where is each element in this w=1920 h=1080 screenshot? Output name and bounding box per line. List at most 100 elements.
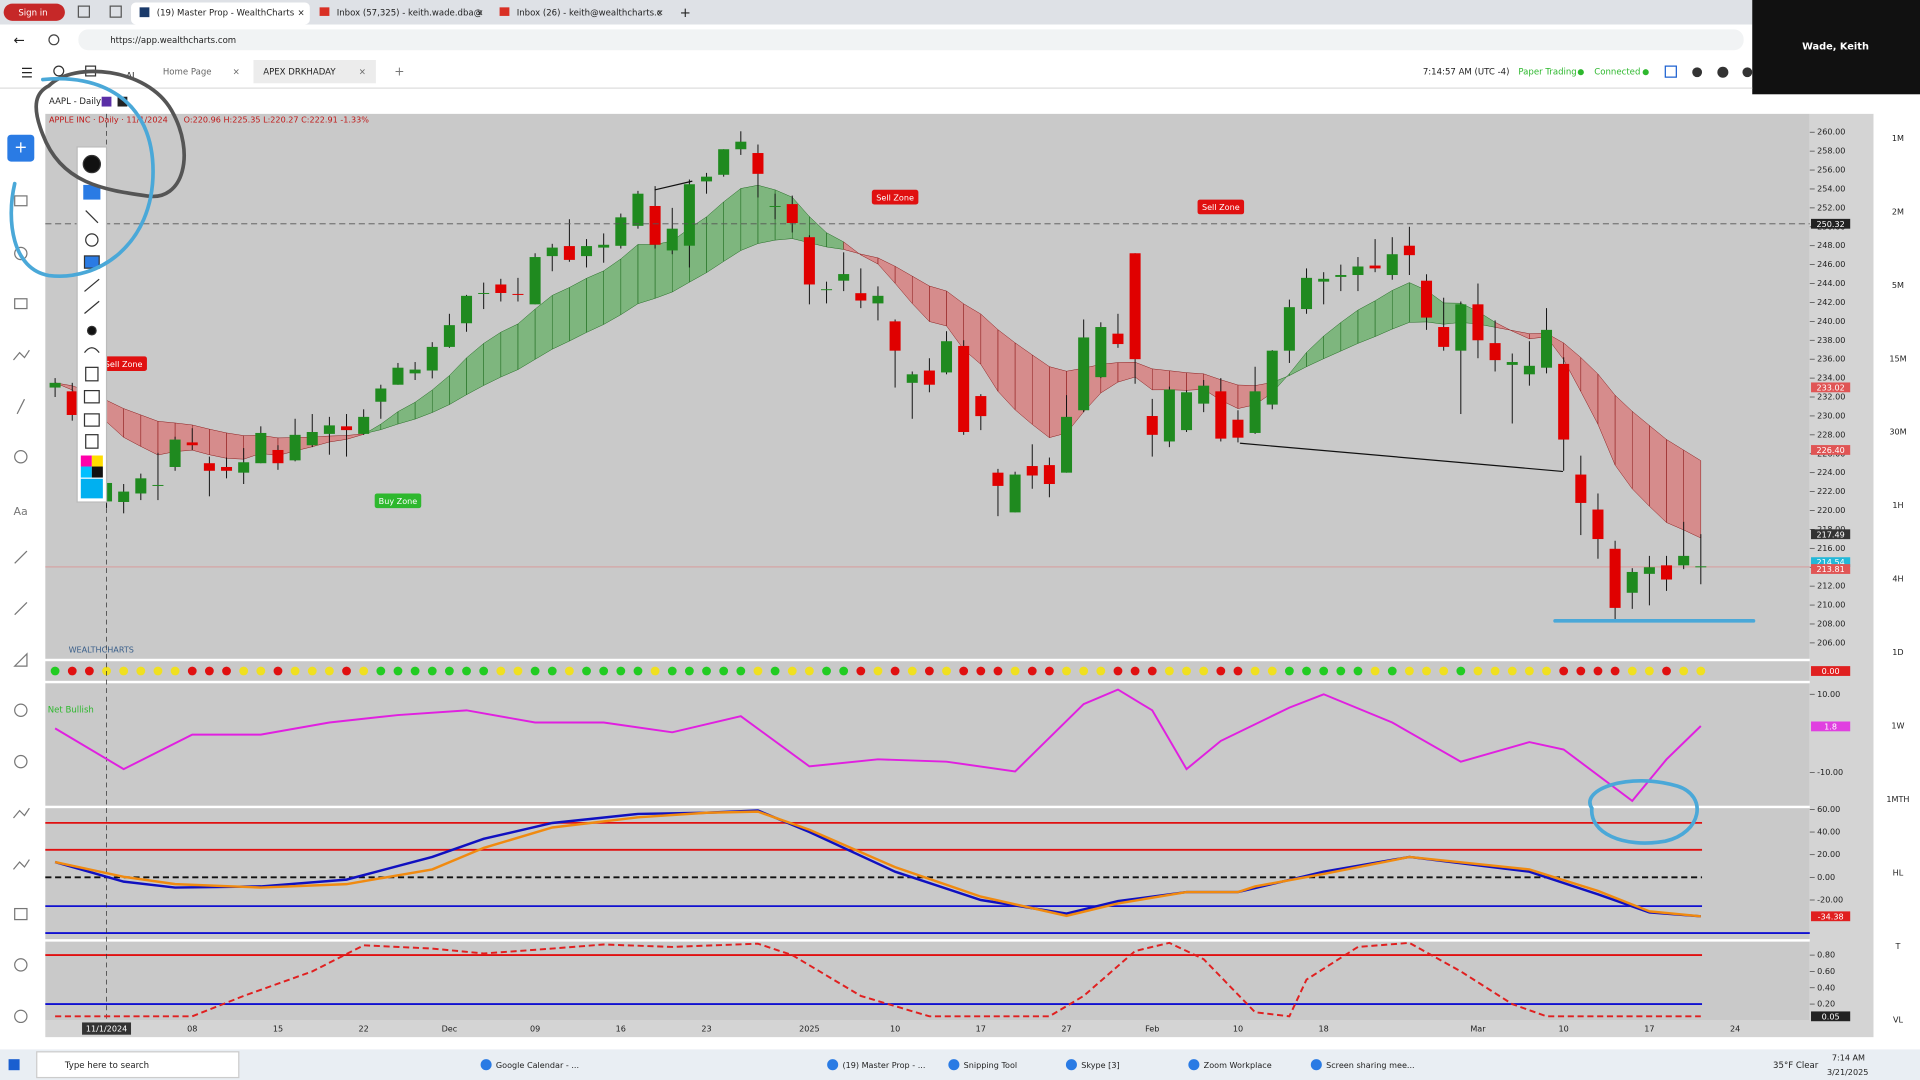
indicator-line <box>54 688 1702 803</box>
timeframe[interactable]: 15M <box>1889 353 1906 363</box>
start-button[interactable] <box>8 1059 20 1071</box>
candle-body <box>169 439 181 467</box>
timeframe[interactable]: HL <box>1893 868 1904 878</box>
candle-body <box>478 292 490 294</box>
app-tab[interactable]: Home Page <box>163 68 212 78</box>
signal-dot <box>1284 666 1294 676</box>
trend-cloud <box>1169 370 1187 391</box>
tab-close[interactable]: × <box>359 68 366 78</box>
tab-favicon <box>319 7 330 16</box>
badge <box>117 96 128 107</box>
candle-body <box>1421 280 1433 318</box>
tab-close[interactable]: × <box>298 8 305 18</box>
signal-dot <box>547 666 557 676</box>
color-swatch[interactable] <box>80 455 92 467</box>
y-tick-label: 218.00 <box>1817 524 1845 534</box>
candle-body <box>358 416 370 434</box>
trend-cloud <box>757 184 776 244</box>
taskbar <box>0 1049 1920 1080</box>
zone-label: Buy Zone <box>379 496 418 506</box>
tab-close[interactable]: × <box>233 68 240 78</box>
clock-date: 3/21/2025 <box>1827 1067 1868 1077</box>
x-tick-label: Mar <box>1470 1024 1486 1034</box>
tab-icon[interactable] <box>109 5 122 18</box>
sidebar-icons[interactable] <box>12 195 30 1024</box>
app-icon[interactable] <box>480 1059 492 1071</box>
timeframe[interactable]: 1M <box>1892 133 1904 143</box>
candle-body <box>529 257 541 305</box>
color-swatch[interactable] <box>80 466 92 478</box>
drawing-tools[interactable] <box>82 154 102 449</box>
color-swatch[interactable] <box>80 478 103 499</box>
candle-body <box>1541 329 1553 368</box>
signal-dot <box>1576 666 1586 676</box>
chart-data: 260.00258.00256.00254.00252.00250.00248.… <box>45 113 1851 1035</box>
candle-body <box>1163 389 1175 442</box>
color-swatch[interactable] <box>91 455 103 467</box>
add-tab[interactable]: + <box>394 65 404 79</box>
timeframe[interactable]: 1MTH <box>1886 794 1909 804</box>
sign-in-button[interactable] <box>3 3 65 21</box>
timeframe[interactable]: 2M <box>1892 206 1904 216</box>
timeframe[interactable]: T <box>1894 941 1900 951</box>
app-icon[interactable] <box>948 1059 960 1071</box>
save-button[interactable] <box>1664 65 1677 78</box>
help-button[interactable] <box>1742 67 1753 78</box>
text-tool[interactable]: Aa <box>13 505 27 518</box>
taskbar-item: Skype [3] <box>1081 1060 1119 1070</box>
color-swatch[interactable] <box>91 466 103 478</box>
x-tick-label: 17 <box>976 1024 986 1034</box>
candle-body <box>906 374 918 383</box>
signal-dot <box>1387 666 1397 676</box>
tab-icon[interactable] <box>77 5 90 18</box>
candle-body <box>975 396 987 417</box>
x-tick-label: 09 <box>530 1024 540 1034</box>
search-button[interactable] <box>53 65 65 77</box>
app-tab-active[interactable] <box>253 60 376 84</box>
x-tick-label: Dec <box>442 1024 458 1034</box>
add-button[interactable] <box>7 134 35 162</box>
timeframe[interactable]: VL <box>1893 1014 1904 1024</box>
signal-dot <box>67 666 77 676</box>
omnibox[interactable] <box>78 29 1744 51</box>
timeframe[interactable]: 5M <box>1892 280 1904 290</box>
timeframe[interactable]: 30M <box>1889 427 1906 437</box>
tab[interactable] <box>131 2 310 25</box>
signal-dot <box>719 666 729 676</box>
alerts-button[interactable] <box>1692 67 1703 78</box>
candle-body <box>1335 275 1347 277</box>
candle-body <box>135 478 147 494</box>
candle-body <box>221 466 233 471</box>
trend-cloud <box>569 277 587 342</box>
candle-body <box>1558 363 1570 440</box>
candle-body <box>443 325 455 347</box>
signal-dot <box>822 666 831 676</box>
signal-dot <box>582 666 591 676</box>
candle-body <box>152 484 164 486</box>
signal-dot <box>1610 666 1620 676</box>
back-button[interactable]: ← <box>13 33 24 48</box>
candle-body <box>1506 362 1518 365</box>
app-icon[interactable] <box>1310 1059 1322 1071</box>
candle-body <box>581 246 593 257</box>
tab-close[interactable]: × <box>656 8 663 18</box>
app-icon[interactable] <box>827 1059 839 1071</box>
tab-close[interactable]: × <box>476 8 483 18</box>
menu-button[interactable]: ☰ <box>21 66 33 81</box>
new-tab[interactable]: + <box>680 6 691 21</box>
signal-dot <box>444 666 454 676</box>
settings-button[interactable] <box>1717 66 1729 78</box>
timeframe[interactable]: 1H <box>1892 500 1903 510</box>
candle-body <box>752 153 764 174</box>
search-box[interactable] <box>36 1051 240 1079</box>
app-icon[interactable] <box>1065 1059 1077 1071</box>
timeframe[interactable]: 1W <box>1891 721 1904 731</box>
signal-badge <box>1811 666 1851 676</box>
reload-button[interactable] <box>48 34 60 46</box>
x-tick-label: 10 <box>1559 1024 1569 1034</box>
signal-dot <box>1662 666 1671 676</box>
timeframe[interactable]: 1D <box>1892 647 1903 657</box>
app-icon[interactable] <box>1188 1059 1200 1071</box>
timeframe[interactable]: 4H <box>1892 574 1903 584</box>
y-tick-label: 232.00 <box>1817 392 1845 402</box>
